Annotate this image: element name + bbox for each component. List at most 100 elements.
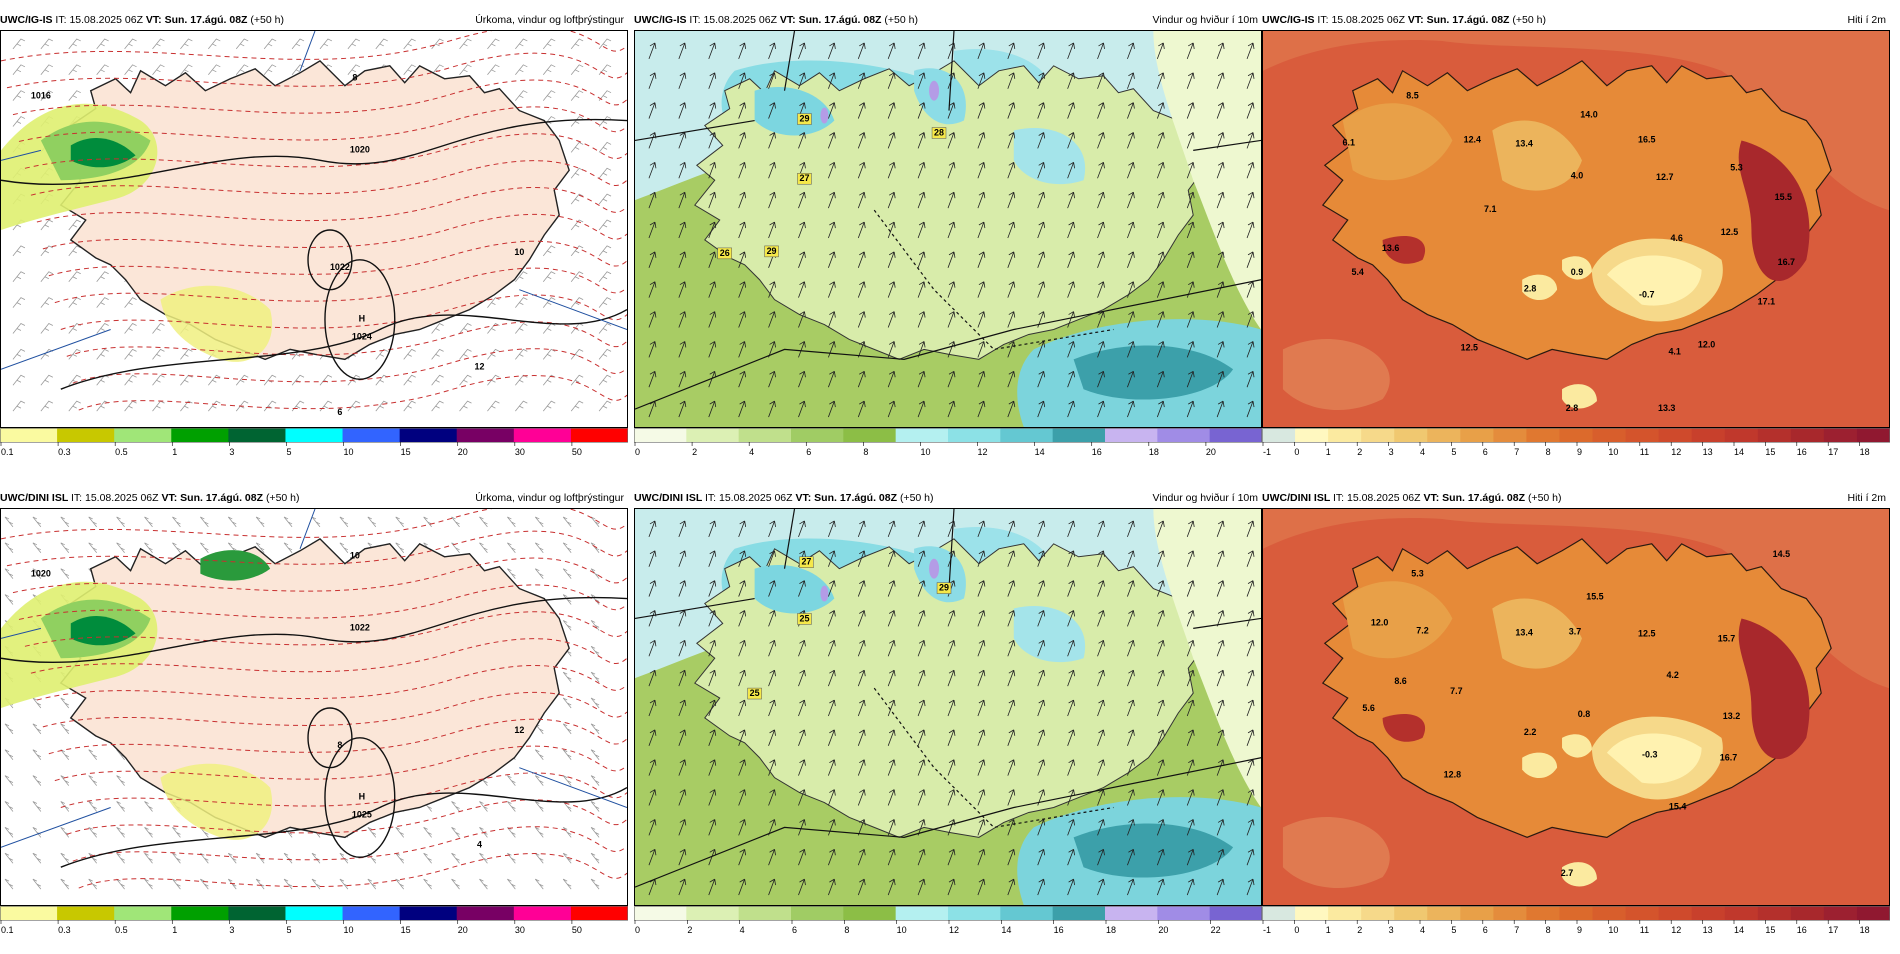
map-canvas: H 1025 1020 1022 8 10 12 4	[1, 509, 627, 905]
map-label: 7.7	[1450, 686, 1462, 696]
colorbar-tick-label: 12	[1671, 925, 1681, 935]
colorbar-tick-label: 20	[458, 447, 468, 457]
colorbar-tick-label: 0.1	[1, 447, 14, 457]
colorbar-swatch	[1790, 428, 1825, 442]
vt-label: VT:	[795, 492, 815, 504]
panel-uwcdiniisl-temp: UWC/DINI ISL IT: 15.08.2025 06Z VT: Sun.…	[1262, 490, 1890, 954]
it-label: IT:	[704, 492, 719, 504]
map-label: 12.0	[1371, 617, 1388, 627]
map-label: 4.6	[1670, 233, 1682, 243]
model-name: UWC/DINI ISL	[0, 492, 71, 504]
colorbar-swatch	[228, 428, 286, 442]
colorbar-tick-label: 10	[344, 925, 354, 935]
map-label: 17.1	[1758, 297, 1775, 307]
colorbar-swatch	[399, 906, 458, 920]
it-value: 15.08.2025 06Z	[85, 492, 162, 504]
colorbar-tick-label: 11	[1640, 925, 1649, 935]
it-value: 15.08.2025 06Z	[1331, 14, 1408, 26]
map-label: 13.4	[1515, 627, 1532, 637]
map-label: 1022	[350, 622, 370, 632]
colorbar-tick-label: 5	[286, 447, 291, 457]
colorbar-tick-label: 6	[1483, 447, 1488, 457]
map-canvas: 8.5 6.1 12.4 13.4 14.0 16.5 4.0 12.7 5.3 15.5 7.1 1…	[1263, 31, 1889, 427]
colorbar-swatch	[513, 906, 572, 920]
colorbar-swatch	[1000, 428, 1054, 442]
panel-header: UWC/DINI ISL IT: 15.08.2025 06Z VT: Sun.…	[0, 490, 628, 506]
colorbar-swatch	[1823, 906, 1858, 920]
map-label: 3.7	[1569, 626, 1581, 636]
colorbar: 0.1 0.3 0.5 1 3 5 10 15 20 30 50	[0, 906, 628, 940]
colorbar-tick-label: 5	[286, 925, 291, 935]
colorbar-swatch	[1052, 428, 1106, 442]
map-label: 8.6	[1394, 676, 1406, 686]
colorbar-tick-label: 2	[692, 447, 697, 457]
colorbar-tick-label: 12	[1671, 447, 1681, 457]
panel-header: UWC/IG-IS IT: 15.08.2025 06Z VT: Sun. 17…	[1262, 12, 1890, 28]
colorbar-swatch	[342, 906, 401, 920]
vt-label: VT:	[779, 14, 799, 26]
it-label: IT:	[55, 14, 70, 26]
panel-uwcdiniisl-precip: UWC/DINI ISL IT: 15.08.2025 06Z VT: Sun.…	[0, 490, 628, 954]
colorbar-swatch	[171, 428, 229, 442]
colorbar-swatch	[285, 428, 344, 442]
map-label: 12.7	[1656, 172, 1673, 182]
colorbar-swatch	[57, 906, 115, 920]
map-label: 10	[350, 551, 360, 561]
map-canvas: 29 28 27 26 29	[635, 31, 1261, 427]
vt-value: Sun. 17.ágú. 08Z	[180, 492, 266, 504]
colorbar-tick-label: 16	[1092, 447, 1102, 457]
colorbar-tick-label: 50	[572, 447, 582, 457]
map-label: 1020	[350, 144, 370, 154]
colorbar-tick-label: 14	[1001, 925, 1011, 935]
colorbar-tick-label: 2	[687, 925, 692, 935]
map-area: 8.5 6.1 12.4 13.4 14.0 16.5 4.0 12.7 5.3 15.5 7.1 1…	[1262, 30, 1890, 428]
colorbar-tick-label: 22	[1211, 925, 1221, 935]
colorbar-tick-label: 3	[229, 447, 234, 457]
colorbar-tick-label: 16	[1054, 925, 1064, 935]
colorbar-swatch	[1000, 906, 1054, 920]
colorbar-tick-label: 0	[635, 447, 640, 457]
colorbar-swatch	[895, 428, 949, 442]
colorbar-tick-label: 1	[1326, 925, 1331, 935]
colorbar-swatch	[0, 428, 58, 442]
colorbar-tick-label: 1	[1326, 447, 1331, 457]
colorbar-swatch	[1209, 906, 1262, 920]
colorbar-tick-label: -1	[1263, 447, 1271, 457]
map-label: 29	[767, 246, 777, 256]
map-label: 15.7	[1718, 633, 1735, 643]
map-label: 5.6	[1362, 703, 1374, 713]
colorbar-swatch	[1658, 428, 1693, 442]
panel-header: UWC/IG-IS IT: 15.08.2025 06Z VT: Sun. 17…	[0, 12, 628, 28]
map-label: 2.2	[1524, 727, 1536, 737]
map-label: 6	[337, 407, 342, 417]
colorbar-swatch	[0, 906, 58, 920]
map-label: 16.7	[1720, 753, 1737, 763]
panel-header: UWC/DINI ISL IT: 15.08.2025 06Z VT: Sun.…	[634, 490, 1262, 506]
colorbar-swatch	[1105, 428, 1158, 442]
panel-uwcigis-precip: UWC/IG-IS IT: 15.08.2025 06Z VT: Sun. 17…	[0, 12, 628, 476]
map-label: 7.2	[1416, 625, 1428, 635]
colorbar-swatch	[1790, 906, 1825, 920]
colorbar-tick-label: 0	[1294, 447, 1299, 457]
colorbar-tick-label: -1	[1263, 925, 1271, 935]
it-value: 15.08.2025 06Z	[69, 14, 146, 26]
colorbar-swatch	[1262, 428, 1296, 442]
colorbar-swatch	[1592, 428, 1627, 442]
colorbar-tick-label: 14	[1035, 447, 1045, 457]
it-label: IT:	[1317, 14, 1332, 26]
colorbar-swatch	[570, 906, 628, 920]
map-label: 1025	[352, 809, 372, 819]
colorbar-swatch	[1757, 428, 1792, 442]
map-canvas: 5.3 14.5 12.0 7.2 13.4 15.5 3.7 12.5 15.7 7.7 8.6 4…	[1263, 509, 1889, 905]
colorbar-swatch	[1427, 906, 1461, 920]
colorbar-swatch	[1295, 906, 1329, 920]
map-label: 1016	[31, 91, 51, 101]
map-label: 12	[474, 361, 484, 371]
colorbar-swatch	[513, 428, 572, 442]
colorbar-tick-label: 10	[920, 447, 930, 457]
colorbar: -1 0 1 2 3 4 5 6 7 8 9 10 11 12 13 14 15 16 17 18	[1262, 906, 1890, 940]
map-label: 15.5	[1775, 192, 1792, 202]
colorbar-svg: -1 0 1 2 3 4 5 6 7 8 9 10 11 12 13 14 15 16 17 18	[1262, 906, 1890, 935]
map-area: H 1024 1016 1020 1022 8 10 12 6	[0, 30, 628, 428]
map-label: 25	[750, 688, 760, 698]
